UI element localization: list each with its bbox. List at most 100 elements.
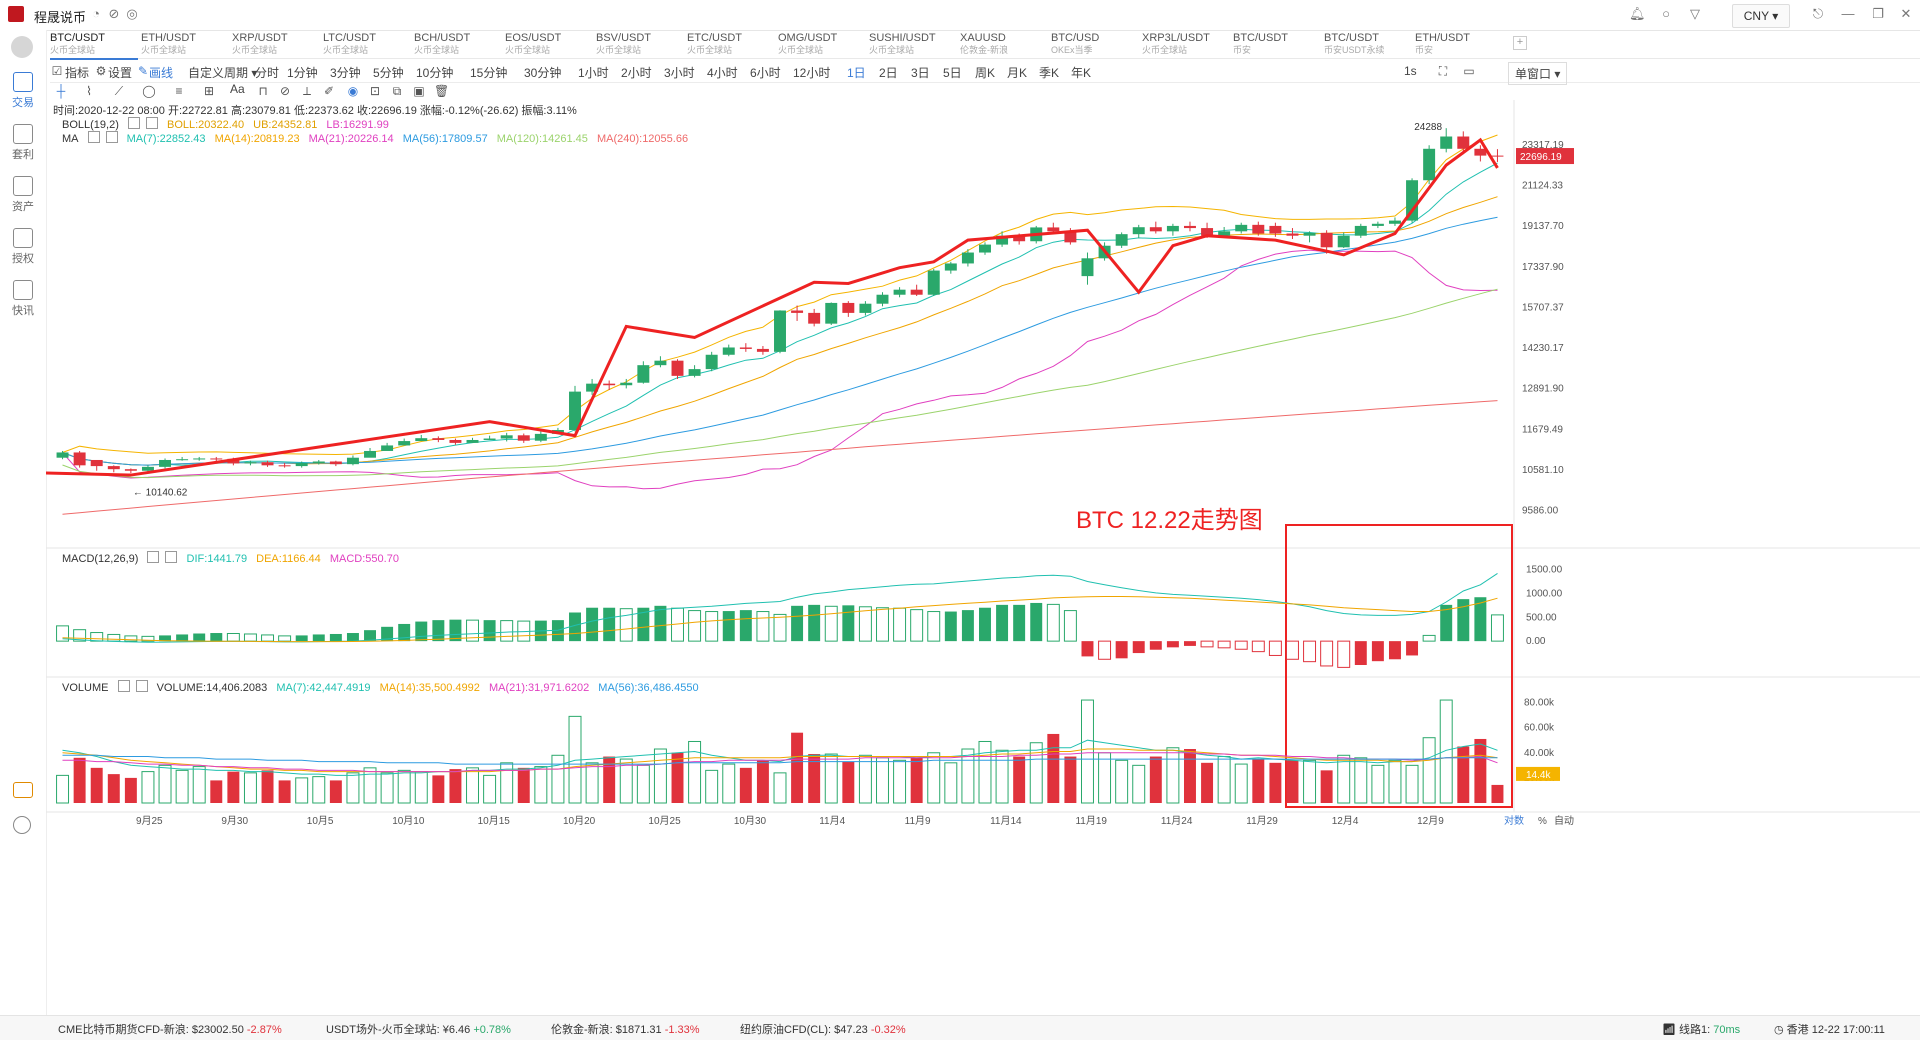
brush-icon[interactable]: ✐ <box>323 84 335 98</box>
period-3日[interactable]: 3日 <box>911 66 930 80</box>
indicator-button[interactable]: 指标 <box>65 66 90 80</box>
rail-item-news[interactable]: 快讯 <box>0 280 46 318</box>
tab-eth-usdt[interactable]: ETH/USDT 币安 <box>1415 32 1503 58</box>
settings-checkbox[interactable] <box>147 551 160 563</box>
refresh-interval[interactable]: 1s <box>1404 64 1417 78</box>
maximize-icon[interactable]: ❐ <box>1872 6 1884 21</box>
tab-xrp-usdt[interactable]: XRP/USDT 火币全球站 <box>232 32 320 58</box>
tab-btc-usdt[interactable]: BTC/USDT 火币全球站 <box>50 32 138 60</box>
period-3分钟[interactable]: 3分钟 <box>330 66 361 80</box>
close-checkbox[interactable] <box>145 117 158 129</box>
window-layout-select[interactable]: 单窗口 ▾ <box>1508 62 1568 85</box>
close-checkbox[interactable] <box>165 551 178 563</box>
custom-period-select[interactable]: 自定义周期 ▾ <box>188 66 258 80</box>
macd-dea: DEA:1166.44 <box>256 553 321 565</box>
ticker-gold[interactable]: 伦敦金-新浪: $1871.31 -1.33% <box>551 1024 700 1036</box>
add-tab-button[interactable]: + <box>1513 36 1527 50</box>
period-12小时[interactable]: 12小时 <box>793 66 831 80</box>
settings-icon[interactable]: ◎ <box>126 6 138 21</box>
diamond-icon[interactable] <box>13 782 33 798</box>
circle-icon[interactable]: ◯ <box>142 84 156 98</box>
close-icon[interactable]: ✕ <box>1900 6 1912 21</box>
ticker-cme[interactable]: CME比特币期货CFD-新浪: $23002.50 -2.87% <box>58 1024 282 1036</box>
crosshair-icon[interactable]: ┼ <box>56 84 66 98</box>
settings-checkbox[interactable] <box>117 680 130 692</box>
tab-etc-usdt[interactable]: ETC/USDT 火币全球站 <box>687 32 775 58</box>
period-6小时[interactable]: 6小时 <box>750 66 781 80</box>
settings-checkbox[interactable] <box>127 117 140 129</box>
user-avatar[interactable] <box>11 36 33 58</box>
settings-button[interactable]: 设置 <box>108 66 133 80</box>
rail-item-arbitrage[interactable]: 套利 <box>0 124 46 162</box>
parallel-icon[interactable]: ≡ <box>175 84 183 98</box>
tab-eos-usdt[interactable]: EOS/USDT 火币全球站 <box>505 32 593 58</box>
tab-btc-usdt[interactable]: BTC/USDT 币安USDT永续 <box>1324 32 1412 58</box>
period-1分钟[interactable]: 1分钟 <box>287 66 318 80</box>
ticker-oil[interactable]: 纽约原油CFD(CL): $47.23 -0.32% <box>740 1024 906 1036</box>
period-1日[interactable]: 1日 <box>847 66 866 80</box>
grid-icon[interactable]: ⊞ <box>203 84 215 98</box>
rail-item-trade[interactable]: 交易 <box>0 72 46 110</box>
period-周K[interactable]: 周K <box>975 66 996 80</box>
text-tool[interactable]: Aa <box>230 82 245 96</box>
ruler-icon[interactable]: ⟂ <box>302 84 311 98</box>
tab-bsv-usdt[interactable]: BSV/USDT 火币全球站 <box>596 32 684 58</box>
period-30分钟[interactable]: 30分钟 <box>524 66 562 80</box>
fullscreen-icon[interactable]: ⛶ <box>1438 64 1448 78</box>
period-2日[interactable]: 2日 <box>879 66 898 80</box>
period-15分钟[interactable]: 15分钟 <box>470 66 508 80</box>
layout-icon[interactable]: ▭ <box>1463 64 1475 78</box>
ray-icon[interactable]: ⟋ <box>114 84 124 98</box>
period-1小时[interactable]: 1小时 <box>578 66 609 80</box>
exit-icon[interactable]: ⎋ <box>1812 6 1824 21</box>
period-年K[interactable]: 年K <box>1071 66 1092 80</box>
close-checkbox[interactable] <box>105 131 118 143</box>
search-icon[interactable]: ○ <box>1662 6 1670 21</box>
period-5日[interactable]: 5日 <box>943 66 962 80</box>
currency-select[interactable]: CNY ▾ <box>1732 4 1790 28</box>
trash-icon[interactable]: 🗑︎ <box>434 84 450 98</box>
tab-xauusd[interactable]: XAUUSD 伦敦金-新浪 <box>960 32 1048 58</box>
period-4小时[interactable]: 4小时 <box>707 66 738 80</box>
tab-sushi-usdt[interactable]: SUSHI/USDT 火币全球站 <box>869 32 957 58</box>
draw-button[interactable]: 画线 <box>149 66 174 80</box>
bell-icon[interactable]: 🔔︎ <box>1629 6 1646 21</box>
time-tick-label: 10月20 <box>563 815 596 827</box>
tab-eth-usdt[interactable]: ETH/USDT 火币全球站 <box>141 32 229 58</box>
settings-checkbox[interactable] <box>87 131 100 143</box>
period-5分钟[interactable]: 5分钟 <box>373 66 404 80</box>
trend-line-icon[interactable]: ⌇ <box>86 84 92 98</box>
copy-icon[interactable]: ⧉ <box>392 84 402 98</box>
period-2小时[interactable]: 2小时 <box>621 66 652 80</box>
period-季K[interactable]: 季K <box>1039 66 1060 80</box>
volume-name: VOLUME <box>62 682 109 694</box>
tab-bch-usdt[interactable]: BCH/USDT 火币全球站 <box>414 32 502 58</box>
tab-omg-usdt[interactable]: OMG/USDT 火币全球站 <box>778 32 866 58</box>
period-10分钟[interactable]: 10分钟 <box>416 66 454 80</box>
tab-ltc-usdt[interactable]: LTC/USDT 火币全球站 <box>323 32 411 58</box>
period-分时[interactable]: 分时 <box>255 66 280 80</box>
volume-bar <box>671 752 684 803</box>
gift-icon[interactable]: ▽ <box>1690 6 1700 21</box>
image-icon[interactable]: ▣ <box>413 84 425 98</box>
rail-item-authorize[interactable]: 授权 <box>0 228 46 266</box>
pin-icon[interactable]: ⊘ <box>108 6 120 21</box>
gear-icon[interactable] <box>13 816 31 834</box>
eraser-icon[interactable]: ⊘ <box>279 84 291 98</box>
magnet-icon[interactable]: ⊓ <box>258 84 268 98</box>
eye-icon[interactable]: ◉ <box>347 84 359 98</box>
ticker-usdt[interactable]: USDT场外-火币全球站: ¥6.46 +0.78% <box>326 1024 511 1036</box>
period-3小时[interactable]: 3小时 <box>664 66 695 80</box>
volume-bar <box>1013 756 1026 803</box>
period-月K[interactable]: 月K <box>1007 66 1028 80</box>
candlestick-chart[interactable]: 23317.19 21124.33 19137.70 17337.90 15707.37… <box>46 100 1920 1015</box>
minimize-icon[interactable]: — <box>1841 6 1855 21</box>
lock-icon[interactable]: ⊡ <box>369 84 381 98</box>
rail-item-assets[interactable]: 资产 <box>0 176 46 214</box>
tab-btc-usdt[interactable]: BTC/USDT 币安 <box>1233 32 1321 58</box>
lock-icon[interactable]: ◔ <box>92 6 100 21</box>
tab-xrp3l-usdt[interactable]: XRP3L/USDT 火币全球站 <box>1142 32 1230 58</box>
rail-label: 套利 <box>12 149 34 161</box>
close-checkbox[interactable] <box>135 680 148 692</box>
tab-btc-usd[interactable]: BTC/USD OKEx当季 <box>1051 32 1139 58</box>
